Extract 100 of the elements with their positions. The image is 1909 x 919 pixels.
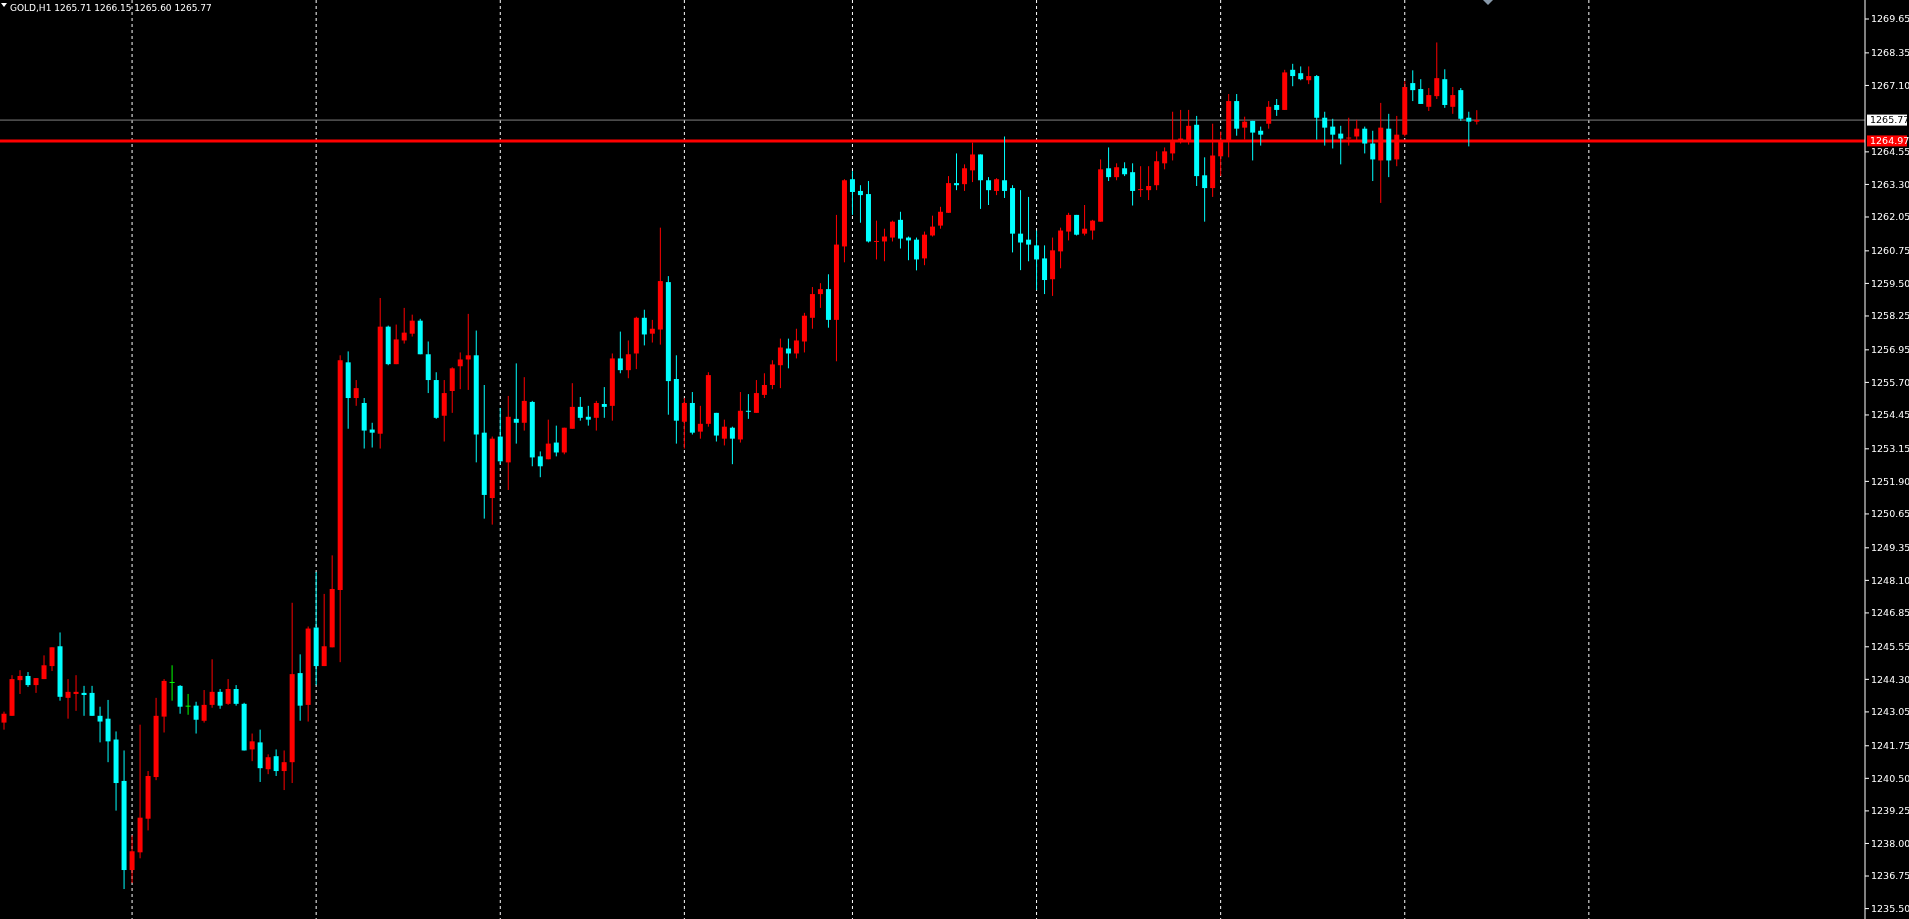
candlestick — [1, 711, 7, 731]
candlestick — [681, 397, 687, 450]
candlestick — [625, 339, 631, 379]
candlestick — [930, 215, 935, 238]
candlestick — [169, 664, 175, 702]
candlestick — [769, 359, 775, 390]
candlestick — [729, 426, 735, 465]
candlestick — [1434, 41, 1440, 100]
y-tick-label: 1268.35 — [1871, 47, 1909, 59]
candlestick — [201, 689, 207, 724]
candlestick — [1018, 189, 1024, 271]
candlestick — [713, 412, 719, 443]
candlestick — [273, 748, 279, 777]
candlestick — [1250, 120, 1256, 161]
candlestick — [81, 685, 87, 717]
candlestick — [873, 220, 879, 260]
y-tick-label: 1264.55 — [1871, 146, 1909, 158]
candlestick — [809, 286, 815, 330]
candlestick — [1322, 111, 1328, 147]
y-tick-label: 1255.70 — [1871, 376, 1909, 388]
y-tick-label: 1249.35 — [1871, 542, 1909, 554]
candlestick — [617, 331, 623, 374]
candlestick — [761, 372, 767, 399]
candlestick — [1082, 204, 1088, 236]
candlestick — [513, 362, 519, 445]
candlestick — [353, 379, 359, 407]
candlestick — [601, 386, 607, 419]
chart-title: GOLD,H1 1265.71 1266.15 1265.60 1265.77 — [10, 2, 212, 13]
candlestick — [177, 684, 183, 715]
candlestick — [1266, 100, 1272, 130]
candlestick — [1338, 125, 1344, 165]
y-tick-label: 1256.95 — [1871, 344, 1909, 356]
candlestick — [409, 314, 415, 338]
y-tick-label: 1253.15 — [1871, 443, 1909, 455]
candlestick — [569, 382, 575, 430]
candlestick — [913, 237, 919, 271]
candlestick — [753, 379, 759, 414]
candlestick — [465, 313, 471, 391]
candlestick — [65, 678, 71, 720]
candlestick — [1418, 78, 1424, 105]
candlestick — [938, 206, 943, 230]
candlestick — [849, 170, 855, 216]
candlestick — [1426, 87, 1432, 112]
y-tick-label: 1236.75 — [1871, 870, 1909, 882]
candlestick — [1450, 86, 1456, 115]
candlestick — [1026, 196, 1032, 262]
candlestick — [793, 328, 799, 359]
candlestick — [962, 163, 968, 192]
candlestick — [745, 393, 751, 420]
candlestick — [1330, 118, 1336, 149]
candlestick — [889, 220, 895, 242]
candlestick — [1474, 109, 1480, 126]
y-tick-label: 1245.55 — [1871, 641, 1909, 653]
candlestick — [897, 211, 903, 250]
candlestick — [585, 405, 591, 427]
candlestick — [922, 231, 927, 266]
candlestick — [281, 749, 287, 791]
candlestick — [1370, 130, 1376, 182]
y-tick-label: 1259.50 — [1871, 277, 1909, 289]
candlestick — [521, 376, 527, 432]
candlestick — [249, 733, 255, 762]
candlestick — [457, 351, 463, 390]
candlestick — [593, 400, 599, 432]
candlestick — [17, 669, 23, 695]
candlestick — [641, 309, 647, 346]
candlestick — [649, 319, 655, 344]
y-tick-label: 1263.30 — [1871, 178, 1909, 190]
candlestick — [321, 593, 327, 667]
y-tick-label: 1241.75 — [1871, 740, 1909, 752]
candlestick — [1258, 126, 1264, 147]
candlestick — [217, 688, 223, 710]
candlestick — [401, 307, 407, 345]
candlestick — [857, 184, 863, 224]
candlestick — [577, 396, 583, 422]
candlestick — [449, 366, 455, 414]
candlestick — [233, 684, 239, 707]
candlestick — [1002, 136, 1008, 199]
y-tick-label: 1267.10 — [1871, 79, 1909, 91]
candlestick — [545, 419, 551, 460]
candlestick — [209, 658, 215, 709]
candlestick — [441, 379, 447, 443]
candlestick — [129, 834, 135, 884]
candlestick — [369, 422, 375, 449]
y-tick-label: 1246.85 — [1871, 607, 1909, 619]
y-tick-label: 1250.65 — [1871, 508, 1909, 520]
candlestick — [97, 706, 103, 743]
candlestick — [721, 419, 727, 446]
candlestick — [33, 677, 39, 694]
candlestick — [986, 176, 992, 206]
y-tick-label: 1235.50 — [1871, 902, 1909, 914]
y-tick-label: 1258.25 — [1871, 310, 1909, 322]
candlestick — [1066, 212, 1072, 241]
candlestick — [1410, 69, 1416, 102]
candlestick — [697, 405, 703, 440]
candlestick — [1106, 146, 1112, 182]
candlestick — [1290, 63, 1296, 87]
y-tick-label: 1269.65 — [1871, 13, 1909, 25]
y-tick-label: 1239.25 — [1871, 805, 1909, 817]
candlestick — [193, 701, 199, 735]
candlestick — [185, 693, 191, 716]
